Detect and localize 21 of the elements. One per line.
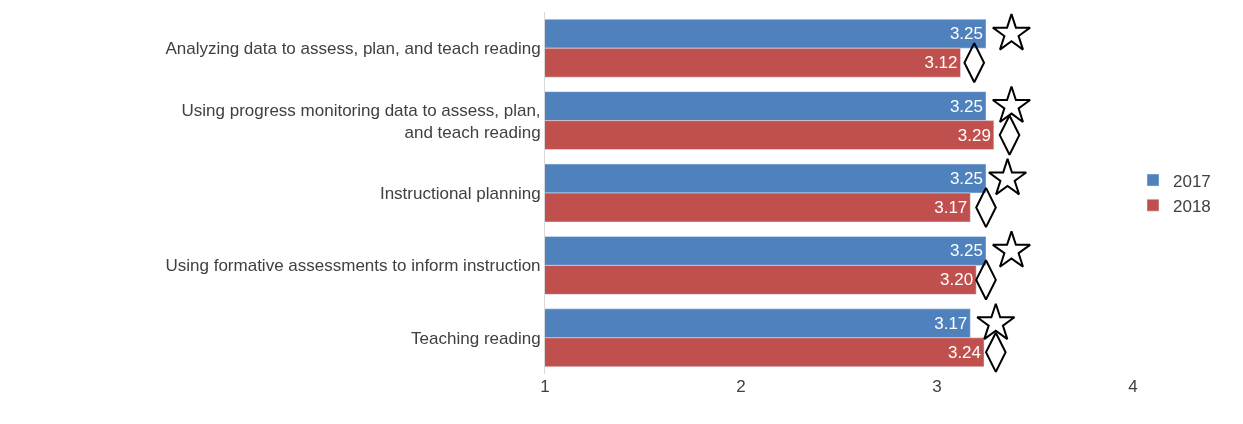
x-tick-label: 1 — [540, 377, 550, 396]
y-tick-label: Using progress monitoring data to assess, plan, and teach reading — [181, 100, 541, 142]
x-tick-label: 3 — [932, 377, 942, 396]
data-label: 3.25 — [949, 241, 983, 261]
legend-label: 2017 — [1173, 171, 1211, 191]
x-tick-label: 4 — [1128, 377, 1138, 396]
y-tick-label: Instructional planning — [379, 183, 541, 203]
data-label: 3.24 — [947, 342, 982, 362]
legend-label: 2018 — [1173, 196, 1211, 216]
data-label: 3.25 — [949, 24, 983, 44]
x-tick-label: 2 — [736, 377, 746, 396]
data-label: 3.29 — [957, 125, 991, 145]
data-label: 3.17 — [934, 197, 968, 217]
data-label: 3.25 — [949, 169, 983, 189]
y-tick-label: Teaching reading — [411, 328, 541, 348]
y-tick-label: Using formative assessments to inform instruction — [165, 256, 541, 276]
y-tick-label: Analyzing data to assess, plan, and teach reading — [165, 39, 541, 59]
data-label: 3.12 — [924, 53, 958, 73]
data-label: 3.17 — [934, 313, 968, 333]
data-label: 3.25 — [949, 96, 983, 116]
data-label: 3.20 — [940, 270, 974, 290]
